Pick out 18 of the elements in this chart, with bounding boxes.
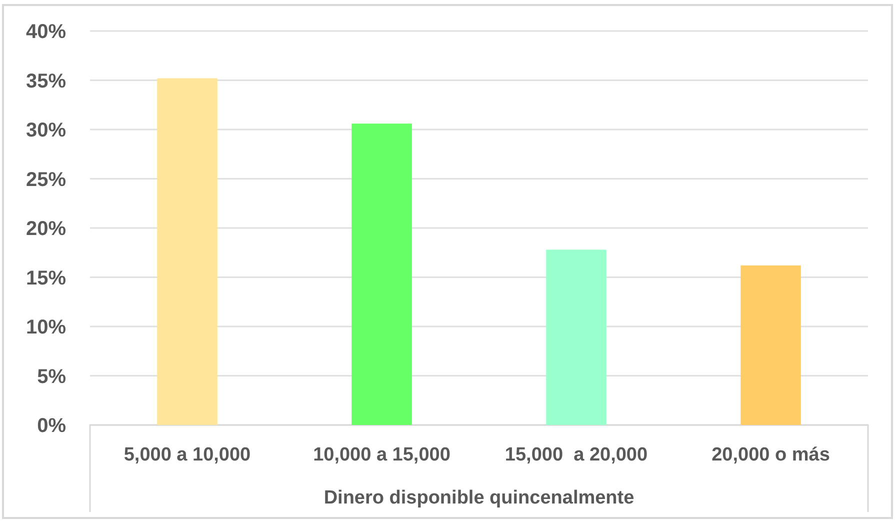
bar (546, 250, 606, 425)
y-tick-label: 0% (37, 415, 66, 437)
y-tick-label: 40% (26, 21, 66, 43)
x-tick-label: 15,000 a 20,000 (504, 444, 648, 466)
bar (157, 78, 218, 425)
bar (352, 124, 412, 425)
x-tick-label: 5,000 a 10,000 (124, 444, 251, 466)
x-tick-label: 10,000 a 15,000 (313, 444, 450, 466)
x-tick-label: 20,000 o más (712, 444, 830, 466)
x-axis-title: Dinero disponible quincenalmente (324, 488, 634, 509)
y-tick-label: 25% (26, 168, 66, 191)
y-tick-label: 30% (26, 120, 66, 142)
y-tick-label: 35% (26, 70, 66, 92)
y-tick-label: 10% (26, 316, 66, 338)
bar (740, 265, 801, 425)
y-tick-label: 5% (37, 366, 66, 388)
y-tick-label: 20% (26, 218, 66, 240)
y-tick-label: 15% (26, 267, 66, 290)
